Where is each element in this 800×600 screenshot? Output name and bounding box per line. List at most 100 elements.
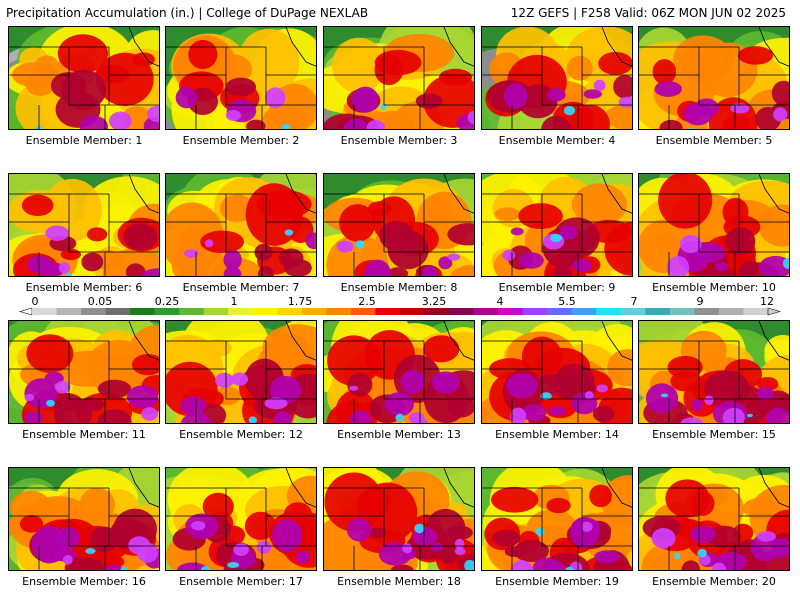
precip-map bbox=[166, 468, 316, 570]
precip-contour bbox=[680, 417, 704, 423]
colorbar-tick-label: 3.25 bbox=[421, 295, 447, 308]
colorbar-swatch bbox=[375, 308, 401, 315]
precip-contour bbox=[750, 533, 781, 562]
ensemble-map-panel bbox=[323, 173, 475, 277]
ensemble-member-label: Ensemble Member: 8 bbox=[340, 281, 458, 294]
colorbar: 0 0.05 0.25 1 1.75 2.5 3.25 4 5.5 7 9 12 bbox=[10, 295, 790, 318]
precip-contour bbox=[492, 529, 521, 547]
ensemble-member-label: Ensemble Member: 12 bbox=[179, 428, 303, 441]
precip-contour bbox=[722, 197, 749, 227]
precip-contour bbox=[706, 525, 741, 549]
precip-contour bbox=[125, 263, 146, 276]
precip-contour bbox=[237, 28, 300, 96]
precip-contour bbox=[34, 55, 59, 77]
precip-contour bbox=[366, 119, 386, 129]
chart-title: Precipitation Accumulation (in.) | Colle… bbox=[6, 6, 369, 20]
precip-contour bbox=[565, 566, 575, 570]
state-borders bbox=[9, 27, 159, 129]
precip-contour bbox=[518, 203, 563, 230]
precip-map bbox=[324, 27, 474, 129]
ensemble-member-label: Ensemble Member: 5 bbox=[655, 134, 773, 147]
state-borders bbox=[482, 321, 632, 423]
precip-contour bbox=[25, 72, 55, 96]
colorbar-swatch bbox=[130, 308, 155, 315]
state-borders bbox=[639, 321, 789, 423]
ensemble-map-panel bbox=[165, 467, 317, 571]
precip-contour bbox=[765, 407, 789, 423]
precip-contour bbox=[782, 257, 789, 269]
precip-contour bbox=[773, 107, 788, 122]
precip-contour bbox=[128, 536, 151, 555]
colorbar-tick-label: 2.5 bbox=[358, 295, 376, 308]
ensemble-map-panel bbox=[165, 173, 317, 277]
precip-contour bbox=[596, 384, 608, 393]
colorbar-swatch bbox=[669, 308, 695, 315]
precip-contour bbox=[109, 111, 132, 129]
precip-contour bbox=[147, 105, 159, 123]
colorbar-tick-label: 5.5 bbox=[558, 295, 576, 308]
precip-contour bbox=[674, 552, 681, 560]
precip-contour bbox=[758, 204, 789, 247]
precip-contour bbox=[607, 349, 632, 387]
precip-contour bbox=[256, 540, 272, 554]
precip-map bbox=[9, 321, 159, 423]
precip-contour bbox=[563, 105, 576, 116]
precip-contour bbox=[683, 102, 713, 126]
state-borders bbox=[324, 174, 474, 276]
precip-contour bbox=[225, 109, 242, 121]
state-borders bbox=[9, 174, 159, 276]
precip-map bbox=[639, 174, 789, 276]
precip-contour bbox=[422, 196, 452, 226]
precip-contour bbox=[454, 547, 466, 556]
precip-map bbox=[482, 468, 632, 570]
precip-contour bbox=[102, 248, 159, 276]
precip-contour bbox=[467, 111, 474, 124]
ensemble-map-panel bbox=[165, 26, 317, 130]
ensemble-map-panel bbox=[481, 467, 633, 571]
precip-contour bbox=[423, 74, 474, 128]
precip-contour bbox=[97, 379, 132, 398]
precip-contour bbox=[613, 74, 632, 99]
precip-contour bbox=[201, 565, 210, 570]
precip-contour bbox=[349, 385, 359, 391]
precip-contour bbox=[120, 566, 129, 570]
precip-contour bbox=[546, 497, 571, 514]
precip-contour bbox=[46, 399, 55, 407]
state-borders bbox=[639, 174, 789, 276]
colorbar-swatch bbox=[56, 308, 82, 315]
ensemble-map-panel bbox=[638, 26, 790, 130]
precip-contour bbox=[447, 223, 474, 246]
precip-contour bbox=[598, 51, 632, 75]
precip-contour bbox=[188, 39, 218, 70]
precip-contour bbox=[654, 81, 682, 97]
ensemble-member-label: Ensemble Member: 19 bbox=[495, 575, 619, 588]
precip-contour bbox=[510, 227, 524, 236]
precip-contour bbox=[351, 86, 379, 113]
colorbar-swatch bbox=[228, 308, 254, 315]
colorbar-swatch bbox=[350, 308, 376, 315]
precip-contour bbox=[547, 88, 566, 102]
precip-contour bbox=[45, 225, 69, 241]
precip-contour bbox=[278, 248, 304, 268]
precip-contour bbox=[540, 392, 552, 400]
precip-contour bbox=[447, 253, 461, 261]
precip-contour bbox=[697, 548, 707, 558]
precip-contour bbox=[431, 371, 460, 394]
precip-contour bbox=[324, 472, 384, 532]
precip-contour bbox=[131, 354, 159, 376]
precip-contour bbox=[569, 516, 600, 548]
precip-contour bbox=[295, 550, 311, 564]
precip-contour bbox=[430, 542, 444, 552]
colorbar-tick-label: 9 bbox=[696, 295, 704, 308]
precip-contour bbox=[423, 335, 460, 363]
colorbar-swatch bbox=[449, 308, 474, 315]
state-borders bbox=[639, 27, 789, 129]
ensemble-map-panel bbox=[481, 26, 633, 130]
state-borders bbox=[324, 468, 474, 570]
precip-contour bbox=[343, 118, 369, 129]
precip-contour bbox=[510, 560, 534, 570]
colorbar-swatch bbox=[326, 308, 352, 315]
precip-contour bbox=[57, 34, 109, 74]
precip-contour bbox=[592, 405, 615, 423]
ensemble-map-panel bbox=[8, 320, 160, 424]
